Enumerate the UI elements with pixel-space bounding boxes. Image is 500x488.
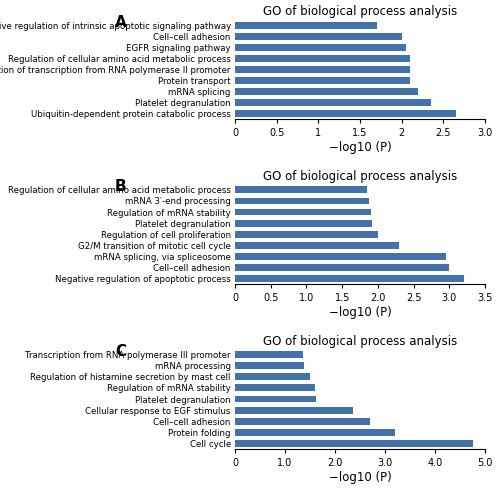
Bar xyxy=(235,220,372,226)
Bar xyxy=(235,186,367,193)
Bar xyxy=(235,418,370,425)
Bar xyxy=(235,351,302,358)
Title: GO of biological process analysis: GO of biological process analysis xyxy=(263,170,457,183)
Bar xyxy=(235,407,352,413)
Bar xyxy=(235,208,370,216)
Text: C: C xyxy=(115,344,126,359)
Text: B: B xyxy=(115,179,126,194)
Bar xyxy=(235,77,410,84)
Bar xyxy=(235,99,431,106)
Bar xyxy=(235,231,378,238)
Text: A: A xyxy=(115,15,127,30)
X-axis label: −log10 (P): −log10 (P) xyxy=(328,141,392,154)
Bar xyxy=(235,110,456,117)
Title: GO of biological process analysis: GO of biological process analysis xyxy=(263,335,457,348)
Bar xyxy=(235,253,446,260)
Bar xyxy=(235,33,402,40)
Bar xyxy=(235,55,410,62)
Bar xyxy=(235,66,410,73)
X-axis label: −log10 (P): −log10 (P) xyxy=(328,306,392,319)
Bar xyxy=(235,198,370,204)
Bar xyxy=(235,21,376,28)
Bar xyxy=(235,242,400,249)
Bar xyxy=(235,440,472,447)
X-axis label: −log10 (P): −log10 (P) xyxy=(328,471,392,484)
Bar xyxy=(235,88,418,95)
Bar xyxy=(235,362,304,369)
Bar xyxy=(235,385,315,391)
Bar xyxy=(235,275,464,282)
Bar xyxy=(235,44,406,51)
Bar xyxy=(235,396,316,403)
Bar xyxy=(235,264,450,271)
Bar xyxy=(235,429,395,436)
Title: GO of biological process analysis: GO of biological process analysis xyxy=(263,5,457,19)
Bar xyxy=(235,373,310,380)
